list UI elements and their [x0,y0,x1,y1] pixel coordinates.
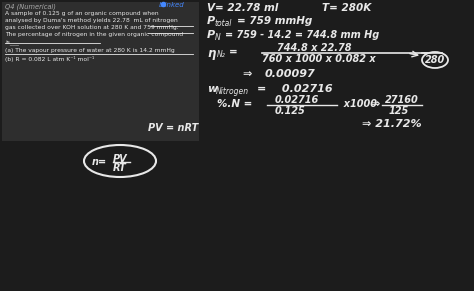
Text: η: η [207,47,215,60]
Text: 760 x 1000 x 0.082 x: 760 x 1000 x 0.082 x [262,54,375,64]
Text: 280: 280 [425,55,445,65]
Text: A sample of 0.125 g of an organic compound when: A sample of 0.125 g of an organic compou… [5,11,159,16]
Text: analysed by Duma's method yields 22.78  mL of nitrogen: analysed by Duma's method yields 22.78 m… [5,18,178,23]
Text: P: P [207,16,215,26]
Text: ⇒: ⇒ [370,99,379,109]
Text: n=: n= [92,157,107,167]
Text: 0.02716: 0.02716 [275,95,319,105]
Text: (b) R = 0.082 L atm K⁻¹ mol⁻¹: (b) R = 0.082 L atm K⁻¹ mol⁻¹ [5,56,94,62]
Text: N₂: N₂ [217,50,226,59]
Text: N: N [215,33,221,42]
Text: = 759 - 14.2 = 744.8 mm Hg: = 759 - 14.2 = 744.8 mm Hg [225,30,379,40]
Text: 125: 125 [389,106,409,116]
Text: total: total [215,19,232,28]
FancyBboxPatch shape [2,2,199,141]
Text: =: = [229,47,238,57]
Text: blinked: blinked [159,2,185,8]
Text: is___: is___ [5,39,19,45]
Text: The percentage of nitrogen in the given organic compound: The percentage of nitrogen in the given … [5,32,183,37]
Text: 27160: 27160 [385,95,419,105]
Text: =    0.02716: = 0.02716 [257,84,333,94]
Text: (a) The vapour pressure of water at 280 K is 14.2 mmHg: (a) The vapour pressure of water at 280 … [5,48,175,53]
Text: PV: PV [113,154,128,164]
Text: V= 22.78 ml: V= 22.78 ml [207,3,278,13]
Text: w: w [207,84,217,94]
Text: RT: RT [113,163,127,173]
Text: P: P [207,30,215,40]
Text: = 759 mmHg: = 759 mmHg [237,16,312,26]
Text: gas collected over KOH solution at 280 K and 759 mmHg.: gas collected over KOH solution at 280 K… [5,25,179,30]
Text: 0.00097: 0.00097 [265,69,316,79]
Text: 0.125: 0.125 [275,106,306,116]
Text: ⇒ 21.72%: ⇒ 21.72% [362,119,422,129]
Text: %.N =: %.N = [217,99,252,109]
Text: x1000: x1000 [337,99,377,109]
Text: PV = nRT: PV = nRT [148,123,198,133]
Text: ⇒: ⇒ [242,69,251,79]
Text: Q4 (Numerical): Q4 (Numerical) [5,4,56,10]
Text: 744.8 x 22.78: 744.8 x 22.78 [277,43,352,53]
Text: Nitrogen: Nitrogen [216,87,249,96]
Text: T= 280K: T= 280K [322,3,371,13]
